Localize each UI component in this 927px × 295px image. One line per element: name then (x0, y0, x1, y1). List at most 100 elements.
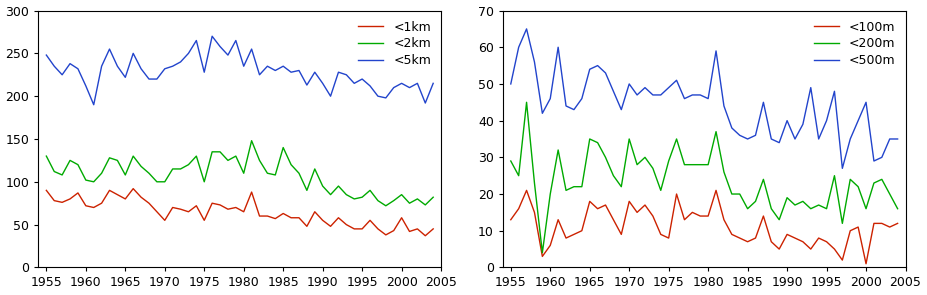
<2km (349, 197, 360, 201)
<5km (364, 84, 375, 88)
<1km (357, 227, 368, 231)
<2km (104, 156, 115, 160)
<200m (640, 155, 651, 159)
<1km (349, 227, 360, 231)
<1km (286, 216, 297, 219)
<5km (41, 53, 52, 57)
<100m (647, 214, 658, 218)
<200m (537, 251, 548, 255)
<200m (687, 163, 698, 166)
Line: <5km: <5km (46, 36, 433, 105)
<5km (128, 52, 139, 55)
<2km (380, 204, 391, 208)
<200m (806, 207, 817, 210)
<1km (294, 216, 305, 219)
<500m (679, 97, 690, 100)
<1km (41, 189, 52, 192)
<5km (270, 69, 281, 72)
<100m (616, 233, 627, 236)
<1km (301, 224, 312, 228)
<1km (373, 227, 384, 231)
<200m (758, 178, 769, 181)
Legend: <1km, <2km, <5km: <1km, <2km, <5km (354, 17, 435, 71)
<200m (631, 163, 642, 166)
<200m (592, 141, 603, 145)
<2km (286, 163, 297, 166)
<2km (151, 180, 162, 183)
<500m (663, 86, 674, 89)
<5km (380, 96, 391, 100)
<200m (876, 178, 887, 181)
<500m (529, 60, 540, 64)
<500m (671, 78, 682, 82)
<200m (647, 167, 658, 170)
<2km (294, 171, 305, 175)
<500m (694, 93, 705, 97)
<2km (159, 180, 171, 183)
<100m (561, 236, 572, 240)
<100m (829, 247, 840, 251)
<100m (734, 236, 745, 240)
<5km (72, 67, 83, 71)
<500m (568, 108, 579, 112)
<200m (655, 189, 667, 192)
Line: <200m: <200m (511, 102, 897, 253)
<2km (333, 184, 344, 188)
<200m (844, 178, 856, 181)
<100m (837, 258, 848, 262)
<2km (364, 189, 375, 192)
<1km (120, 197, 131, 201)
<1km (317, 219, 328, 222)
<500m (876, 155, 887, 159)
<2km (135, 165, 146, 168)
<200m (561, 189, 572, 192)
Line: <2km: <2km (46, 141, 433, 206)
<500m (734, 134, 745, 137)
<5km (254, 73, 265, 76)
<2km (230, 154, 241, 158)
<2km (301, 189, 312, 192)
<200m (529, 181, 540, 185)
<5km (112, 64, 123, 68)
<500m (584, 68, 595, 71)
<2km (81, 178, 92, 182)
<200m (545, 192, 556, 196)
<100m (750, 236, 761, 240)
<100m (742, 240, 753, 243)
<500m (687, 93, 698, 97)
<1km (151, 210, 162, 214)
<500m (774, 141, 785, 145)
<5km (310, 71, 321, 74)
<500m (821, 119, 832, 122)
<2km (120, 173, 131, 177)
<500m (781, 119, 793, 122)
<2km (427, 196, 438, 199)
<100m (640, 203, 651, 207)
<500m (521, 27, 532, 31)
<1km (191, 204, 202, 208)
<2km (270, 173, 281, 177)
<1km (420, 234, 431, 237)
<5km (65, 62, 76, 65)
<200m (703, 163, 714, 166)
<2km (198, 180, 210, 183)
<200m (608, 174, 619, 178)
<500m (837, 167, 848, 170)
<200m (853, 185, 864, 189)
<5km (277, 64, 288, 68)
<2km (325, 193, 337, 196)
<100m (718, 218, 730, 222)
<1km (396, 216, 407, 219)
<1km (112, 193, 123, 196)
<1km (270, 217, 281, 220)
<5km (427, 81, 438, 85)
<2km (222, 159, 234, 162)
<200m (663, 159, 674, 163)
<5km (325, 94, 337, 98)
<100m (552, 218, 564, 222)
<200m (552, 148, 564, 152)
<200m (718, 170, 730, 174)
<200m (600, 155, 611, 159)
<5km (88, 103, 99, 106)
<200m (750, 200, 761, 203)
